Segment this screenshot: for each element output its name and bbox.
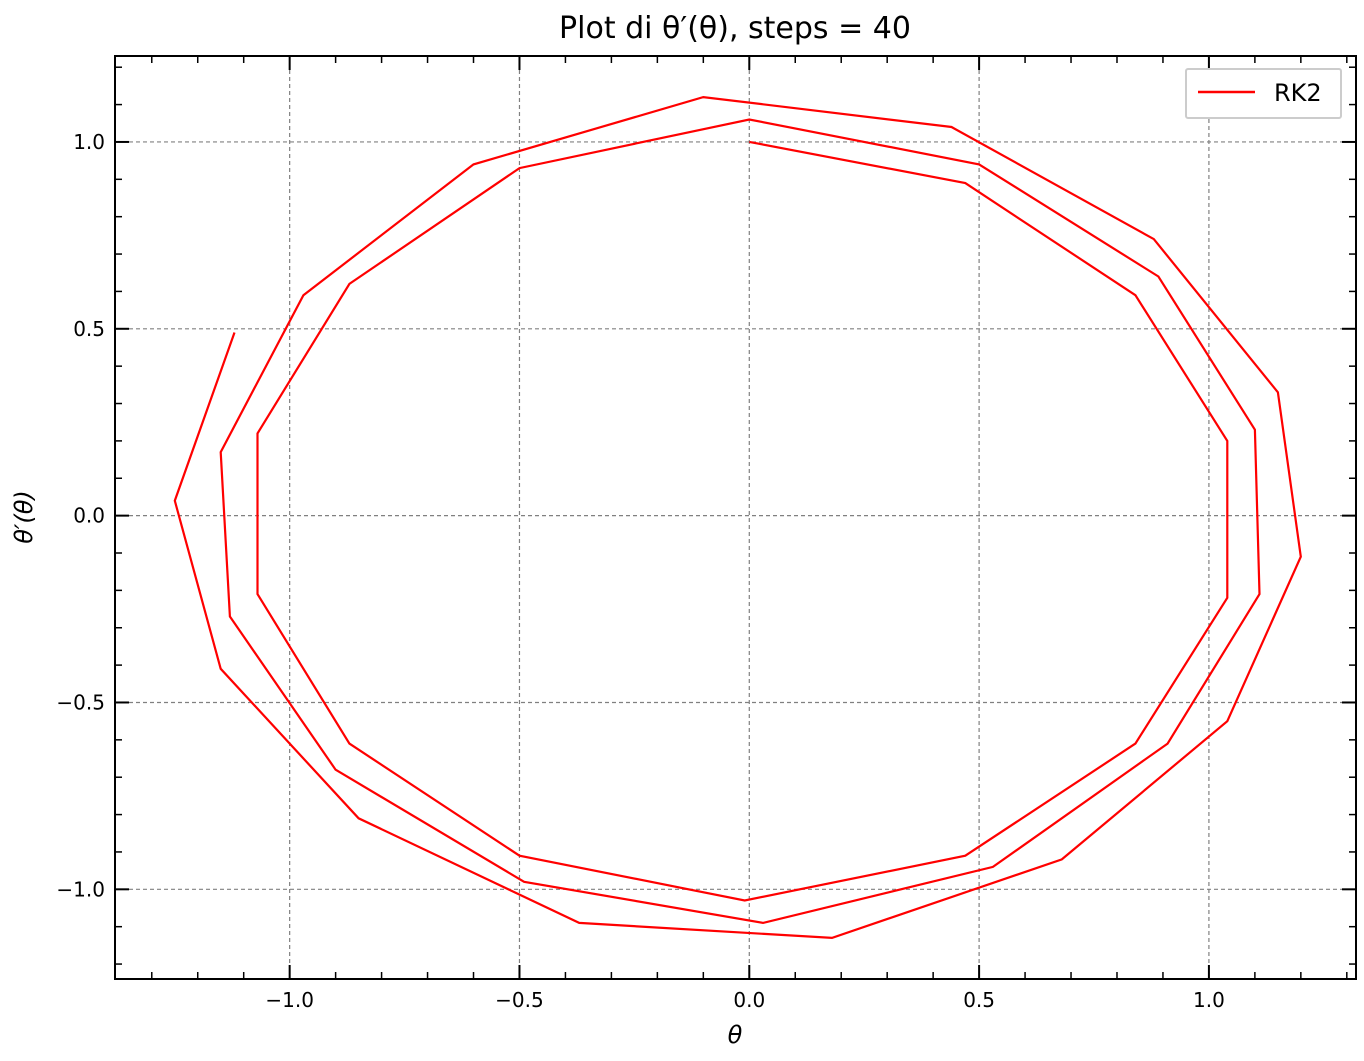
x-tick-labels: −1.0 −0.5 0.0 0.5 1.0 [265, 988, 1224, 1012]
legend-label: RK2 [1274, 79, 1322, 107]
x-axis-label: θ [728, 1021, 743, 1049]
x-tick-label: 0.0 [733, 988, 765, 1012]
axis-ticks [115, 56, 1356, 979]
legend: RK2 [1185, 68, 1342, 119]
plot-frame [114, 55, 1357, 980]
y-tick-label: −0.5 [56, 690, 105, 714]
series-line-rk2 [173, 95, 1302, 940]
legend-box [1185, 68, 1342, 119]
grid [115, 56, 1356, 979]
y-tick-label: 0.0 [73, 504, 105, 528]
x-tick-label: 1.0 [1193, 988, 1225, 1012]
x-tick-label: 0.5 [963, 988, 995, 1012]
y-tick-label: −1.0 [56, 877, 105, 901]
x-tick-label: −1.0 [265, 988, 314, 1012]
y-tick-labels: −1.0 −0.5 0.0 0.5 1.0 [56, 130, 105, 901]
chart-title: Plot di θ′(θ), steps = 40 [559, 11, 911, 46]
x-tick-label: −0.5 [495, 988, 544, 1012]
y-tick-label: 0.5 [73, 317, 105, 341]
y-tick-label: 1.0 [73, 130, 105, 154]
y-axis-label: θ′(θ) [10, 490, 38, 544]
series-layer [173, 95, 1302, 940]
